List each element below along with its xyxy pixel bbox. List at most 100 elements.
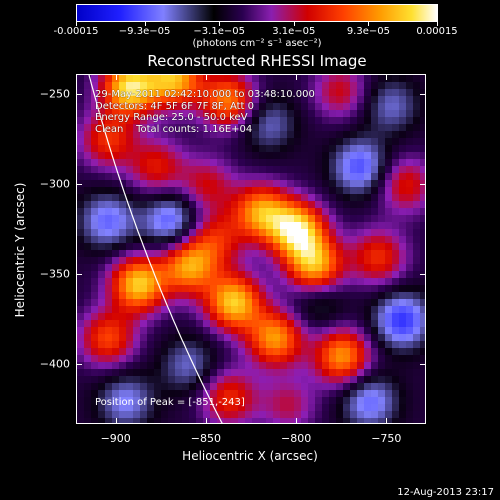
heatmap-cell — [98, 194, 106, 202]
heatmap-cell — [91, 229, 99, 237]
heatmap-cell — [217, 89, 225, 97]
heatmap-cell — [357, 348, 365, 356]
heatmap-cell — [168, 341, 176, 349]
heatmap-cell — [252, 138, 260, 146]
heatmap-cell — [329, 369, 337, 377]
heatmap-cell — [280, 320, 288, 328]
heatmap-cell — [371, 271, 379, 279]
heatmap-cell — [294, 215, 302, 223]
heatmap-cell — [287, 320, 295, 328]
heatmap-cell — [378, 278, 386, 286]
heatmap-cell — [294, 341, 302, 349]
heatmap-cell — [245, 257, 253, 265]
heatmap-cell — [140, 159, 148, 167]
heatmap-cell — [329, 348, 337, 356]
heatmap-cell — [91, 131, 99, 139]
heatmap-cell — [196, 383, 204, 391]
heatmap-cell — [420, 334, 425, 342]
heatmap-cell — [161, 390, 169, 398]
heatmap-cell — [231, 110, 239, 118]
heatmap-cell — [161, 271, 169, 279]
heatmap-cell — [392, 208, 400, 216]
heatmap-cell — [84, 355, 92, 363]
heatmap-cell — [406, 404, 414, 412]
heatmap-cell — [231, 117, 239, 125]
heatmap-cell — [182, 341, 190, 349]
heatmap-cell — [308, 285, 316, 293]
heatmap-cell — [273, 404, 281, 412]
heatmap-cell — [119, 243, 127, 251]
heatmap-cell — [315, 355, 323, 363]
heatmap-cell — [308, 166, 316, 174]
heatmap-cell — [406, 173, 414, 181]
heatmap-cell — [84, 250, 92, 258]
heatmap-cell — [371, 376, 379, 384]
heatmap-cell — [168, 348, 176, 356]
heatmap-cell — [420, 411, 425, 419]
heatmap-cell — [161, 355, 169, 363]
heatmap-cell — [175, 138, 183, 146]
heatmap-cell — [77, 411, 85, 419]
heatmap-cell — [168, 320, 176, 328]
heatmap-cell — [217, 131, 225, 139]
heatmap-cell — [154, 355, 162, 363]
heatmap-cell — [175, 82, 183, 90]
heatmap-cell — [231, 390, 239, 398]
heatmap-cell — [210, 145, 218, 153]
heatmap-cell — [308, 96, 316, 104]
heatmap-cell — [182, 334, 190, 342]
heatmap-cell — [350, 124, 358, 132]
heatmap-cell — [217, 96, 225, 104]
heatmap-cell — [371, 334, 379, 342]
heatmap-cell — [329, 110, 337, 118]
heatmap-cell — [259, 96, 267, 104]
heatmap-cell — [336, 257, 344, 265]
heatmap-cell — [147, 327, 155, 335]
heatmap-cell — [77, 173, 85, 181]
heatmap-cell — [280, 334, 288, 342]
heatmap-cell — [252, 369, 260, 377]
heatmap-cell — [161, 173, 169, 181]
heatmap-cell — [210, 313, 218, 321]
heatmap-cell — [98, 411, 106, 419]
heatmap-cell — [140, 96, 148, 104]
heatmap-cell — [147, 96, 155, 104]
heatmap-cell — [126, 236, 134, 244]
heatmap-cell — [413, 271, 421, 279]
heatmap-cell — [231, 299, 239, 307]
heatmap-cell — [175, 117, 183, 125]
heatmap-cell — [364, 208, 372, 216]
heatmap-cell — [350, 271, 358, 279]
heatmap-cell — [84, 327, 92, 335]
info-line-energy: Energy Range: 25.0 - 50.0 keV — [95, 112, 248, 123]
heatmap-cell — [315, 369, 323, 377]
heatmap-cell — [336, 82, 344, 90]
heatmap-cell — [413, 418, 421, 423]
heatmap-cell — [385, 285, 393, 293]
heatmap-cell — [105, 397, 113, 405]
heatmap-cell — [385, 103, 393, 111]
heatmap-cell — [140, 383, 148, 391]
heatmap-cell — [364, 299, 372, 307]
heatmap-cell — [175, 306, 183, 314]
heatmap-cell — [357, 229, 365, 237]
heatmap-cell — [203, 313, 211, 321]
heatmap-cell — [112, 376, 120, 384]
heatmap-cell — [266, 404, 274, 412]
heatmap-cell — [357, 110, 365, 118]
heatmap-cell — [266, 229, 274, 237]
heatmap-cell — [294, 264, 302, 272]
heatmap-cell — [364, 264, 372, 272]
heatmap-cell — [91, 383, 99, 391]
heatmap-cell — [210, 75, 218, 83]
heatmap-cell — [357, 145, 365, 153]
heatmap-cell — [406, 236, 414, 244]
heatmap-cell — [168, 397, 176, 405]
heatmap-cell — [392, 327, 400, 335]
heatmap-cell — [385, 75, 393, 83]
heatmap-cell — [98, 383, 106, 391]
heatmap-cell — [350, 173, 358, 181]
heatmap-cell — [189, 173, 197, 181]
heatmap-cell — [231, 229, 239, 237]
heatmap-cell — [175, 173, 183, 181]
